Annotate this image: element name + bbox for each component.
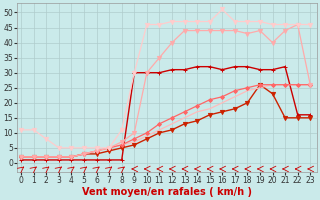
X-axis label: Vent moyen/en rafales ( km/h ): Vent moyen/en rafales ( km/h ) [82,187,252,197]
